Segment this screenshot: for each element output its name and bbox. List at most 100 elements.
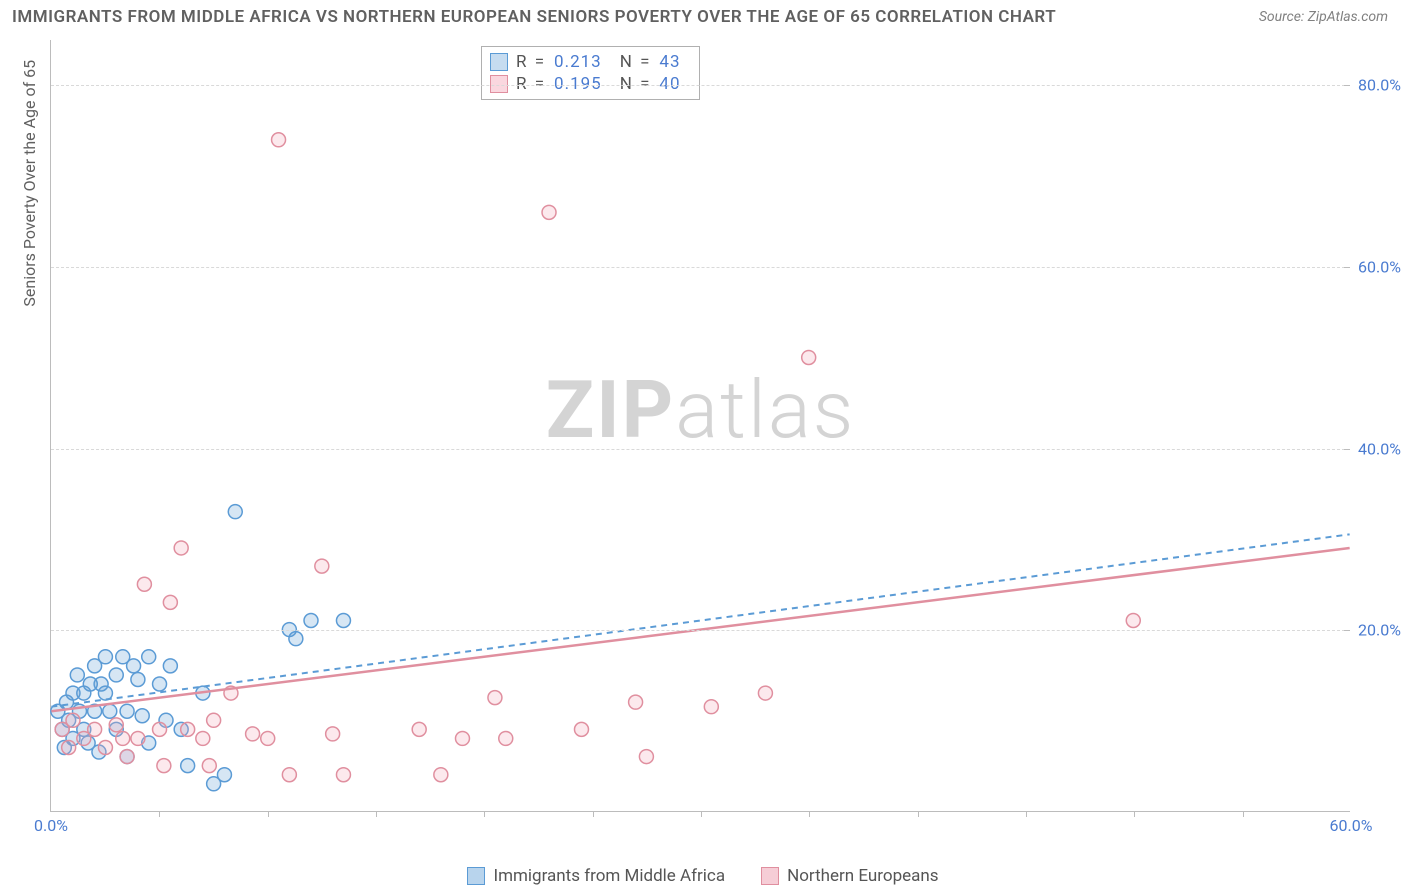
r-label-pink: R = [516, 74, 546, 94]
chart-title: IMMIGRANTS FROM MIDDLE AFRICA VS NORTHER… [12, 7, 1056, 27]
data-point [109, 668, 123, 682]
data-point [455, 731, 469, 745]
data-point [1126, 614, 1140, 628]
y-tick-label: 20.0% [1350, 621, 1406, 640]
legend-label-blue: Immigrants from Middle Africa [493, 866, 725, 886]
r-value-blue: 0.213 [554, 52, 602, 72]
source-attribution: Source: ZipAtlas.com [1259, 9, 1388, 25]
tick-mark [268, 811, 269, 817]
stats-legend: R = 0.213 N = 43 R = 0.195 N = 40 [481, 46, 700, 100]
data-point [758, 686, 772, 700]
y-axis-label: Seniors Poverty Over the Age of 65 [20, 60, 39, 307]
data-point [246, 727, 260, 741]
y-tick-label: 60.0% [1350, 258, 1406, 277]
data-point [802, 350, 816, 364]
y-tick-label: 40.0% [1350, 439, 1406, 458]
data-point [62, 741, 76, 755]
r-value-pink: 0.195 [554, 74, 602, 94]
data-point [326, 727, 340, 741]
tick-mark [376, 811, 377, 817]
data-point [98, 741, 112, 755]
data-point [163, 595, 177, 609]
x-tick-label: 60.0% [1330, 816, 1373, 835]
legend-item-pink: Northern Europeans [761, 866, 938, 886]
data-point [289, 632, 303, 646]
tick-mark [1026, 811, 1027, 817]
data-point [137, 577, 151, 591]
data-point [434, 768, 448, 782]
gridline [51, 85, 1350, 86]
data-point [157, 759, 171, 773]
legend-label-pink: Northern Europeans [787, 866, 938, 886]
data-point [282, 768, 296, 782]
gridline [51, 630, 1350, 631]
tick-mark [1134, 811, 1135, 817]
n-label-pink: N = [620, 74, 652, 94]
data-point [336, 768, 350, 782]
n-value-pink: 40 [659, 74, 680, 94]
data-point [202, 759, 216, 773]
data-point [542, 205, 556, 219]
data-point [304, 614, 318, 628]
stats-row-pink: R = 0.195 N = 40 [490, 73, 691, 95]
data-point [135, 709, 149, 723]
data-point [98, 650, 112, 664]
tick-mark [809, 811, 810, 817]
source-prefix: Source: [1259, 9, 1308, 25]
data-point [315, 559, 329, 573]
legend-item-blue: Immigrants from Middle Africa [467, 866, 725, 886]
gridline [51, 449, 1350, 450]
data-point [272, 133, 286, 147]
data-point [574, 722, 588, 736]
source-name: ZipAtlas.com [1308, 9, 1388, 25]
data-point [103, 704, 117, 718]
x-tick-label: 0.0% [34, 816, 68, 835]
bottom-legend: Immigrants from Middle Africa Northern E… [0, 866, 1406, 886]
tick-mark [918, 811, 919, 817]
data-point [174, 541, 188, 555]
data-point [704, 700, 718, 714]
data-point [131, 672, 145, 686]
data-point [116, 731, 130, 745]
data-point [181, 759, 195, 773]
tick-mark [1243, 811, 1244, 817]
data-point [88, 722, 102, 736]
tick-mark [1344, 85, 1350, 86]
legend-swatch-pink [761, 867, 779, 885]
tick-mark [159, 811, 160, 817]
data-point [217, 768, 231, 782]
legend-swatch-blue [467, 867, 485, 885]
data-point [228, 505, 242, 519]
plot-area: ZIPatlas R = 0.213 N = 43 R = 0.195 N = … [50, 40, 1350, 812]
trend-line [51, 534, 1349, 706]
swatch-pink [490, 75, 508, 93]
data-point [109, 718, 123, 732]
tick-mark [701, 811, 702, 817]
data-point [153, 677, 167, 691]
r-label-blue: R = [516, 52, 546, 72]
title-bar: IMMIGRANTS FROM MIDDLE AFRICA VS NORTHER… [0, 0, 1406, 34]
data-point [412, 722, 426, 736]
tick-mark [593, 811, 594, 817]
data-point [639, 750, 653, 764]
chart-container: IMMIGRANTS FROM MIDDLE AFRICA VS NORTHER… [0, 0, 1406, 892]
data-point [131, 731, 145, 745]
data-point [70, 668, 84, 682]
tick-mark [484, 811, 485, 817]
data-point [207, 713, 221, 727]
scatter-layer [51, 40, 1350, 811]
data-point [181, 722, 195, 736]
n-label-blue: N = [620, 52, 652, 72]
data-point [120, 750, 134, 764]
data-point [336, 614, 350, 628]
data-point [163, 659, 177, 673]
data-point [629, 695, 643, 709]
data-point [153, 722, 167, 736]
data-point [142, 650, 156, 664]
data-point [196, 731, 210, 745]
data-point [261, 731, 275, 745]
data-point [127, 659, 141, 673]
n-value-blue: 43 [659, 52, 680, 72]
y-tick-label: 80.0% [1350, 76, 1406, 95]
data-point [488, 691, 502, 705]
